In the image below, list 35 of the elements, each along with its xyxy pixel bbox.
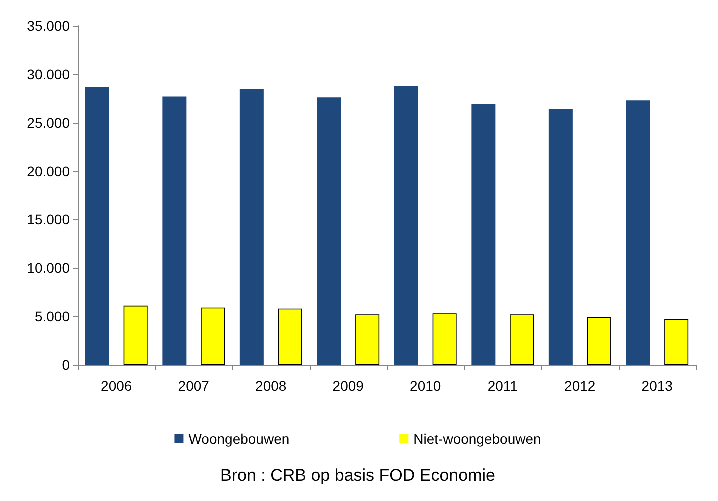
bar (394, 86, 418, 365)
x-tick-label: 2012 (564, 378, 596, 394)
bar (162, 96, 187, 365)
bar (548, 109, 573, 365)
y-tick-label: 30.000 (27, 66, 70, 82)
x-tick-label: 2007 (178, 378, 210, 394)
y-tick-label: 5.000 (34, 308, 70, 325)
bar (510, 314, 534, 365)
x-tick-label: 2010 (410, 378, 442, 394)
text: Bron : CRB op basis FOD Economie (220, 466, 496, 485)
y-tick-label: 20.000 (27, 163, 70, 180)
bar (201, 308, 226, 365)
bar (240, 88, 264, 365)
bar (587, 318, 612, 365)
bar (317, 98, 342, 365)
x-tick-label: 2008 (256, 378, 287, 394)
legend-label: Woongebouwen (188, 431, 290, 447)
x-tick-label: 2009 (332, 378, 364, 394)
bar (356, 314, 380, 365)
bar (278, 308, 302, 365)
y-tick-label: 10.000 (27, 260, 70, 276)
y-tick-label: 0 (62, 357, 70, 373)
y-tick-label: 35.000 (27, 18, 70, 34)
legend-label: Niet-woongebouwen (414, 431, 542, 447)
bar (85, 87, 110, 365)
x-tick-label: 2011 (488, 378, 518, 394)
y-tick-label: 15.000 (27, 212, 70, 228)
bar (124, 306, 148, 365)
bar (472, 104, 496, 365)
bar (664, 319, 689, 365)
y-tick-label: 25.000 (27, 114, 70, 131)
x-tick-label: 2006 (101, 378, 132, 394)
bar (626, 100, 650, 365)
x-tick-label: 2013 (642, 378, 674, 394)
bar (432, 314, 457, 365)
